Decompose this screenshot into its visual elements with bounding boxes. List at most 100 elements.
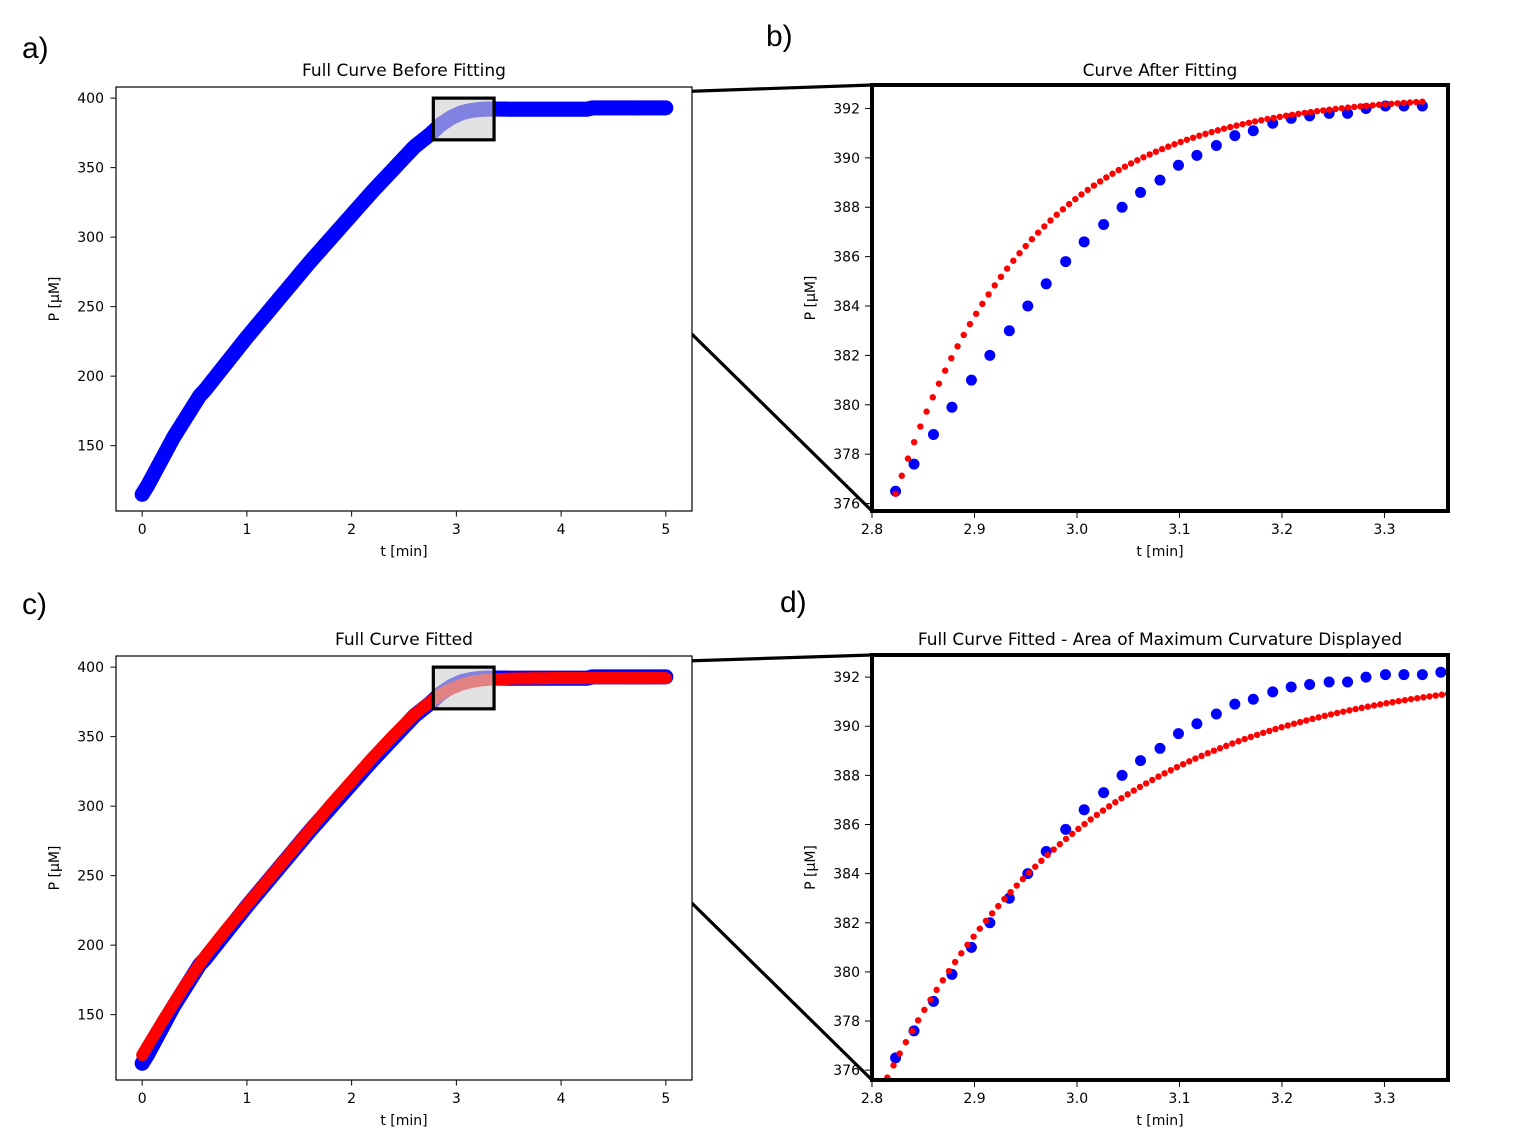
fit-point [1282, 112, 1290, 119]
fit-point [1320, 107, 1327, 114]
fit-point [904, 455, 912, 462]
panel-label-c: c) [22, 588, 47, 621]
fit-point [1270, 114, 1277, 122]
data-point [1191, 718, 1203, 730]
data-point [984, 349, 996, 361]
data-point [1154, 174, 1166, 186]
y-tick-label: 250 [77, 869, 104, 885]
data-point [1247, 693, 1259, 705]
fit-point [1272, 725, 1279, 733]
fit-point [1307, 108, 1315, 116]
fit-point [1010, 257, 1017, 264]
y-tick-label: 388 [833, 200, 860, 216]
data-point [1435, 666, 1447, 678]
panel-label-a: a) [22, 32, 49, 65]
data-point [1135, 186, 1147, 198]
data-point [1304, 678, 1316, 690]
fit-point [1235, 738, 1242, 745]
y-axis-label-b: P [µM] [803, 276, 819, 321]
fit-point [1259, 729, 1267, 737]
fit-point [1081, 820, 1088, 828]
fit-point [1140, 154, 1147, 161]
x-tick-label: 0 [138, 522, 147, 538]
fit-point [1407, 695, 1415, 703]
axes-frame-a [115, 86, 693, 512]
x-tick-label: 2 [347, 1091, 356, 1107]
fit-point [958, 950, 965, 957]
fit-point [1059, 206, 1067, 213]
fit-point [1105, 803, 1113, 810]
y-tick-label: 392 [833, 101, 860, 117]
fit-point [1241, 735, 1248, 743]
data-point [1172, 728, 1184, 740]
data-point [1098, 219, 1110, 231]
fit-point [982, 917, 990, 925]
fit-point [1090, 182, 1098, 189]
fit-point [1395, 697, 1402, 705]
fit-point [1247, 733, 1255, 741]
x-tick-label: 4 [557, 1091, 566, 1107]
fit-point [929, 394, 936, 401]
fit-point [1038, 857, 1045, 865]
fit-point [1338, 105, 1346, 112]
chart-a: Full Curve Before Fitting 0 1 2 3 4 5 150 200 250… [47, 61, 693, 560]
fit-point [948, 354, 955, 362]
chart-d: Full Curve Fitted - Area of Maximum Curv… [803, 630, 1450, 1129]
data-point [1342, 107, 1354, 119]
data-point [1416, 669, 1428, 681]
y-tick-label: 150 [77, 1008, 104, 1024]
data-point [1398, 669, 1410, 681]
data-point [1342, 676, 1354, 688]
chart-title-d: Full Curve Fitted - Area of Maximum Curv… [918, 630, 1402, 650]
fit-point [1223, 742, 1230, 750]
fit-point [914, 1017, 922, 1024]
x-tick-label: 3.1 [1168, 1091, 1190, 1107]
fit-point [1115, 166, 1122, 174]
fit-point [941, 367, 949, 374]
fit-point [1333, 709, 1341, 717]
fit-point [1253, 731, 1261, 739]
y-axis-label-d: P [µM] [803, 845, 819, 890]
y-tick-label: 380 [833, 398, 860, 414]
fit-point [1278, 724, 1285, 731]
y-tick-label: 400 [77, 660, 104, 676]
fit-point [1276, 113, 1284, 121]
fit-point [945, 967, 953, 975]
fit-point [1412, 98, 1420, 106]
fit-point [1155, 773, 1162, 780]
fit-point [1198, 752, 1205, 760]
fit-point [908, 1027, 916, 1035]
fit-point [985, 291, 992, 298]
x-tick-label: 5 [661, 522, 670, 538]
data-point [1022, 300, 1034, 312]
fit-point [1183, 136, 1191, 143]
panel-label-b: b) [766, 20, 793, 53]
fit-point [1019, 875, 1027, 883]
y-tick-label: 200 [77, 369, 104, 385]
y-axis-label-c: P [µM] [47, 846, 63, 891]
fit-point [1229, 740, 1236, 747]
fit-point [1025, 869, 1033, 876]
x-tick-label: 3.2 [1271, 1091, 1293, 1107]
fit-point [1340, 708, 1347, 715]
fit-point [997, 273, 1005, 280]
fit-point [1327, 711, 1335, 718]
data-point [1116, 201, 1128, 213]
data-point [1060, 256, 1072, 268]
fit-point [1326, 106, 1333, 113]
y-tick-label: 388 [833, 768, 860, 784]
y-tick-label: 350 [77, 161, 104, 177]
fit-point [1121, 163, 1129, 170]
fit-point [1309, 715, 1316, 723]
fit-point [933, 986, 940, 994]
fit-point [1214, 127, 1222, 134]
y-tick-label: 376 [833, 1063, 860, 1079]
fit-point [1239, 120, 1246, 128]
axes-frame-b [870, 83, 1450, 513]
fit-point [1118, 795, 1125, 802]
data-point [908, 458, 920, 470]
fit-point [1013, 882, 1020, 889]
fit-point [1370, 702, 1378, 709]
fit-point [1332, 105, 1339, 113]
fit-point [1377, 701, 1384, 708]
